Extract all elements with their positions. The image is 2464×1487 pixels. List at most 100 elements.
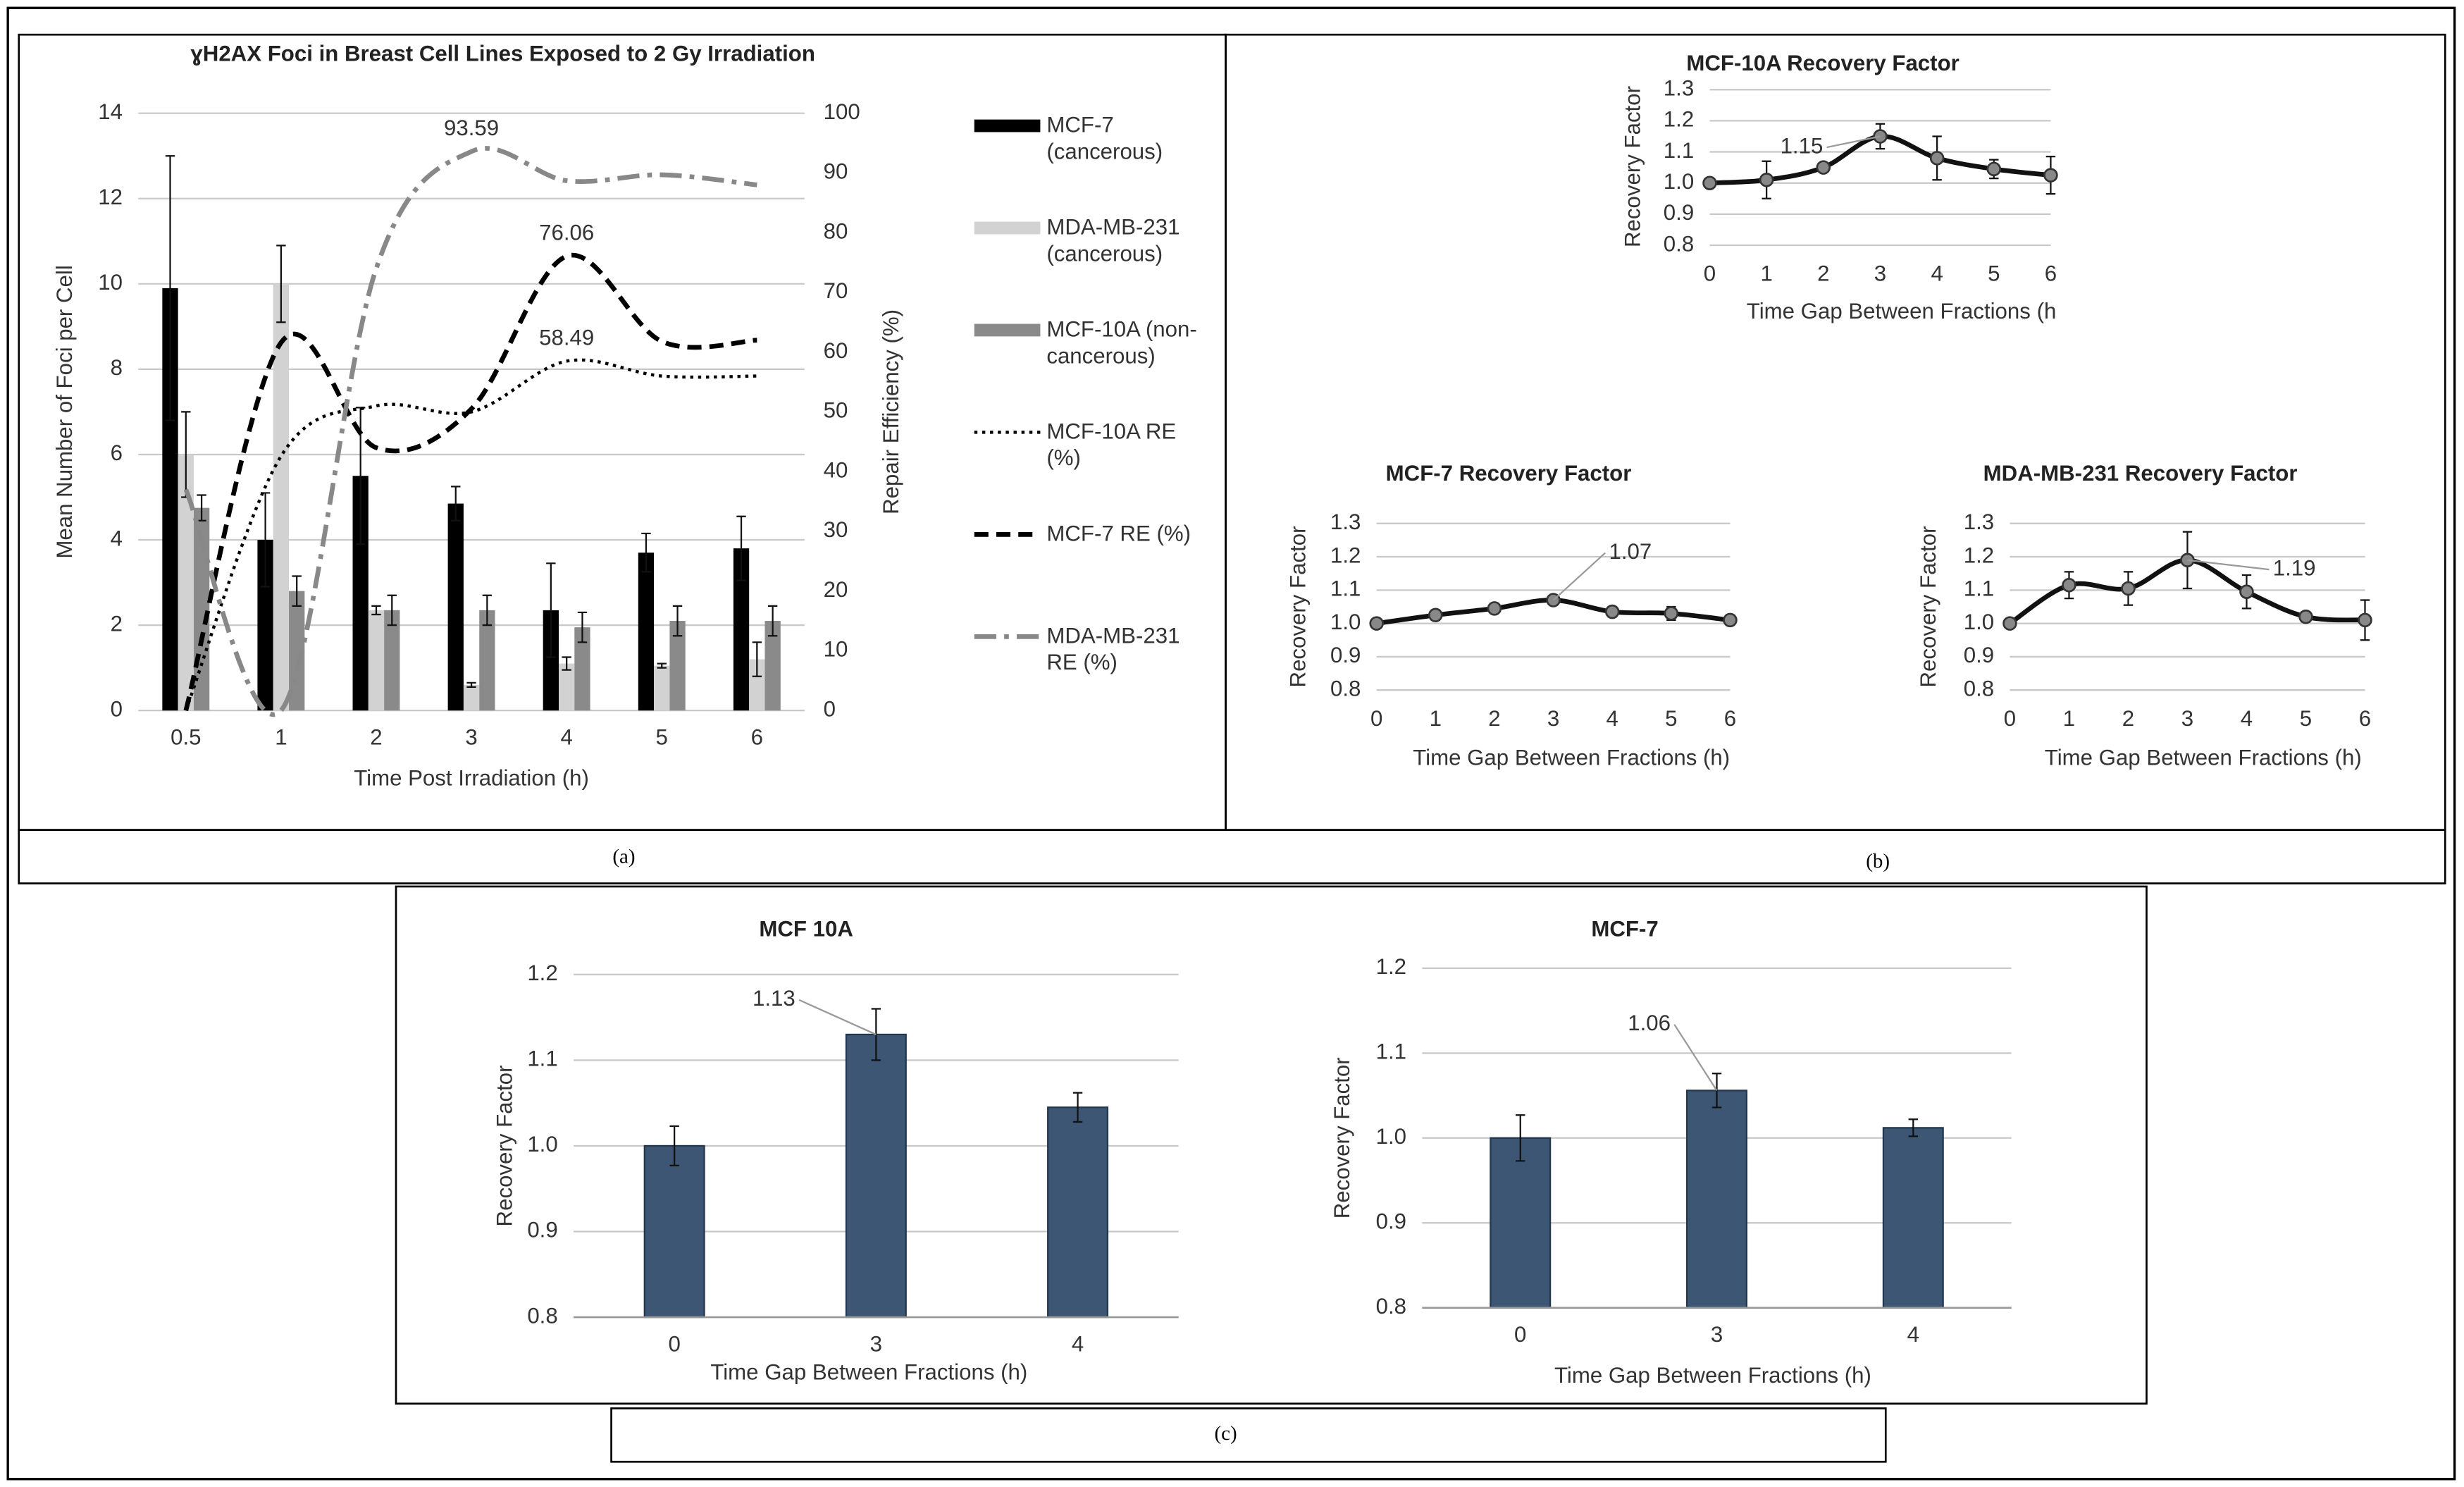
bar [463,684,480,711]
point [2358,612,2372,628]
y2-axis-title: Repair Efficiency (%) [879,309,903,514]
x-tick-label: 0 [1370,706,1382,731]
legend-swatch [974,119,1041,132]
point [2239,584,2254,599]
x-tick-label: 4 [1907,1322,1919,1347]
leader-line [1552,552,1606,601]
chart: MDA-MB-231 Recovery Factor Time Gap Betwe… [1916,461,2372,770]
y-tick-label: 0.9 [1964,643,1994,667]
x-tick-label: 6 [2045,261,2057,286]
line-series [183,146,757,717]
y2-tick-label: 80 [824,218,848,243]
y-tick-label: 2 [111,611,123,636]
y2-tick-label: 60 [824,338,848,363]
x-tick-label: 5 [1665,706,1677,731]
error-bar [292,575,302,607]
point [1816,160,1831,175]
y-tick-label: 1.2 [527,961,557,985]
point [1369,616,1384,631]
bar [257,540,273,711]
data-label: 93.59 [444,116,499,140]
x-tick-label: 0 [668,1331,680,1356]
y-tick-label: 0.8 [1964,676,1994,701]
y2-tick-label: 0 [824,696,836,721]
y-tick-label: 1.1 [1964,576,1994,601]
data-label: 1.06 [1628,1011,1671,1035]
leader-line [798,999,877,1035]
panel-c-frame [395,885,2148,1405]
y-tick-label: 1.0 [1330,610,1361,634]
error-bar [165,155,175,421]
chart-title: MCF-10A Recovery Factor [1686,51,1959,75]
x-tick-label: 3 [2181,706,2193,731]
bar [447,503,464,711]
bar [643,1144,705,1319]
bar [669,621,686,711]
y-tick-label: 1.0 [527,1132,557,1156]
y-tick-label: 10 [98,270,123,295]
x-tick-label: 4 [2241,706,2253,731]
panel-label: (b) [1866,850,1890,872]
y-tick-label: 1.3 [1330,510,1361,534]
error-bar [672,605,683,637]
x-tick-label: 1 [1760,261,1772,286]
chart-title: MDA-MB-231 Recovery Factor [1983,461,2298,486]
line-series [183,252,757,712]
legend-label: MCF-7 (cancerous) [1046,111,1163,164]
x-tick-label: 3 [870,1331,882,1356]
error-bar [736,515,746,581]
y-tick-label: 14 [98,99,123,124]
y-tick-label: 1.2 [1664,107,1694,132]
point [2062,577,2076,593]
y-axis-title: Recovery Factor [1330,1057,1354,1218]
legend-entry: MDA-MB-231 (cancerous) [1046,214,1180,266]
point [1664,606,1679,621]
x-tick-label: 3 [465,725,477,750]
y-tick-label: 0.9 [1376,1209,1406,1233]
point [2121,581,2136,596]
x-tick-label: 0.5 [171,725,201,750]
y-tick-label: 0.8 [527,1303,557,1328]
x-tick-label: 3 [1874,261,1886,286]
chart: MCF-10A Recovery Factor Time Gap Between … [1621,51,2058,323]
chart-title: MCF 10A [759,917,853,942]
point [1929,151,1945,166]
point [2298,609,2313,624]
point [2043,168,2058,183]
legend-label: MDA-MB-231 RE (%) [1046,622,1180,674]
bar [749,659,765,711]
data-label: 1.19 [2273,555,2316,580]
x-tick-label: 6 [751,725,763,750]
chart-title: MCF-7 Recovery Factor [1386,461,1632,486]
error-bar [276,245,286,323]
x-tick-label: 6 [1724,706,1736,731]
y-tick-label: 6 [111,440,123,465]
error-bar [1516,1114,1525,1162]
x-axis-title: Time Gap Between Fractions (h) [1413,746,1730,770]
x-tick-label: 3 [1547,706,1559,731]
error-bar [669,1125,679,1167]
data-label: 58.49 [539,325,594,350]
point [2002,616,2017,631]
y-tick-label: 1.0 [1964,610,1994,634]
outer-frame [6,6,2456,1481]
chart: MCF-7 Recovery Factor Time Gap Between Fr… [1286,461,1738,770]
y-tick-label: 0.8 [1664,231,1694,256]
leader-line [1826,135,1881,149]
y-tick-label: 0.9 [1330,643,1361,667]
error-bar [387,594,397,627]
legend-entry: MCF-7 RE (%) [1046,520,1191,545]
error-bar [767,605,778,637]
y-tick-label: 0.8 [1376,1294,1406,1319]
y-axis-title: Recovery Factor [492,1065,516,1226]
point [1986,161,2002,177]
y-tick-label: 1.1 [1376,1039,1406,1064]
chart-title: ɣH2AX Foci in Breast Cell Lines Exposed … [190,41,815,66]
chart-title: MCF-7 [1591,917,1658,942]
bar [479,610,495,711]
error-bar [371,605,381,616]
leader-line [2187,559,2270,571]
bar [733,548,750,711]
y2-tick-label: 20 [824,577,848,602]
x-axis-title: Time Gap Between Fractions (h [1747,299,2057,323]
